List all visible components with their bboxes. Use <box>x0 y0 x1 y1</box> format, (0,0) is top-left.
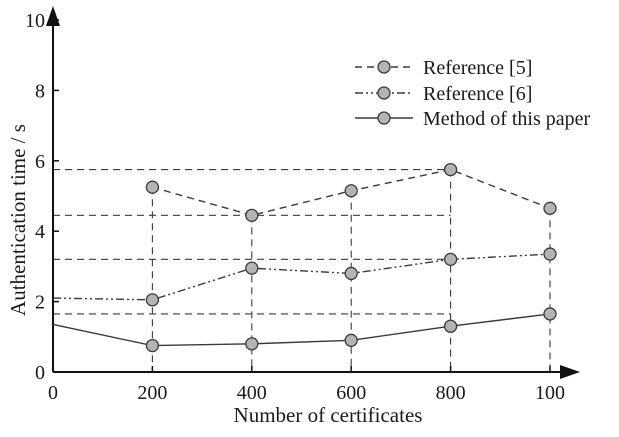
x-tick-label: 100 <box>535 382 565 404</box>
data-point <box>344 266 358 281</box>
data-point <box>443 162 458 177</box>
data-point <box>145 180 160 194</box>
x-tick-label: 400 <box>237 382 267 404</box>
data-point <box>145 338 160 353</box>
data-point <box>543 307 557 321</box>
y-tick-label: 4 <box>35 221 45 243</box>
data-point <box>543 247 557 261</box>
data-point <box>344 184 358 198</box>
legend-marker-1 <box>377 86 391 100</box>
axes <box>46 6 580 379</box>
data-point <box>443 252 458 267</box>
y-tick-label: 6 <box>35 151 45 173</box>
legend-label-0: Reference [5] <box>423 57 532 79</box>
x-axis-title: Number of certificates <box>234 403 423 427</box>
y-tick-label: 8 <box>35 80 45 102</box>
y-tick-label: 0 <box>35 362 45 384</box>
x-tick-label: 200 <box>137 382 167 404</box>
x-tick-label: 0 <box>48 382 58 404</box>
data-point <box>543 201 557 215</box>
y-axis-arrow <box>46 6 60 26</box>
data-point <box>245 208 259 223</box>
legend-label-2: Method of this paper <box>423 108 591 130</box>
series-line-1 <box>52 253 551 301</box>
data-point <box>344 333 358 347</box>
series-line-2 <box>52 313 551 347</box>
y-tick-label: 2 <box>35 292 45 314</box>
x-axis-arrow <box>560 365 580 379</box>
legend-marker-2 <box>377 111 391 125</box>
data-point <box>245 337 259 351</box>
y-axis-title: Authentication time / s <box>6 124 30 316</box>
data-point <box>443 319 458 333</box>
legend-label-1: Reference [6] <box>423 83 532 105</box>
legend-marker-0 <box>377 60 391 74</box>
y-tick-label: 10 <box>25 10 45 32</box>
x-tick-label: 600 <box>336 382 366 404</box>
data-point <box>145 293 160 307</box>
series-group <box>52 162 557 353</box>
legend: Reference [5] Reference [6] Method of this… <box>355 57 591 130</box>
data-point <box>245 261 259 275</box>
x-tick-label: 800 <box>436 382 466 404</box>
